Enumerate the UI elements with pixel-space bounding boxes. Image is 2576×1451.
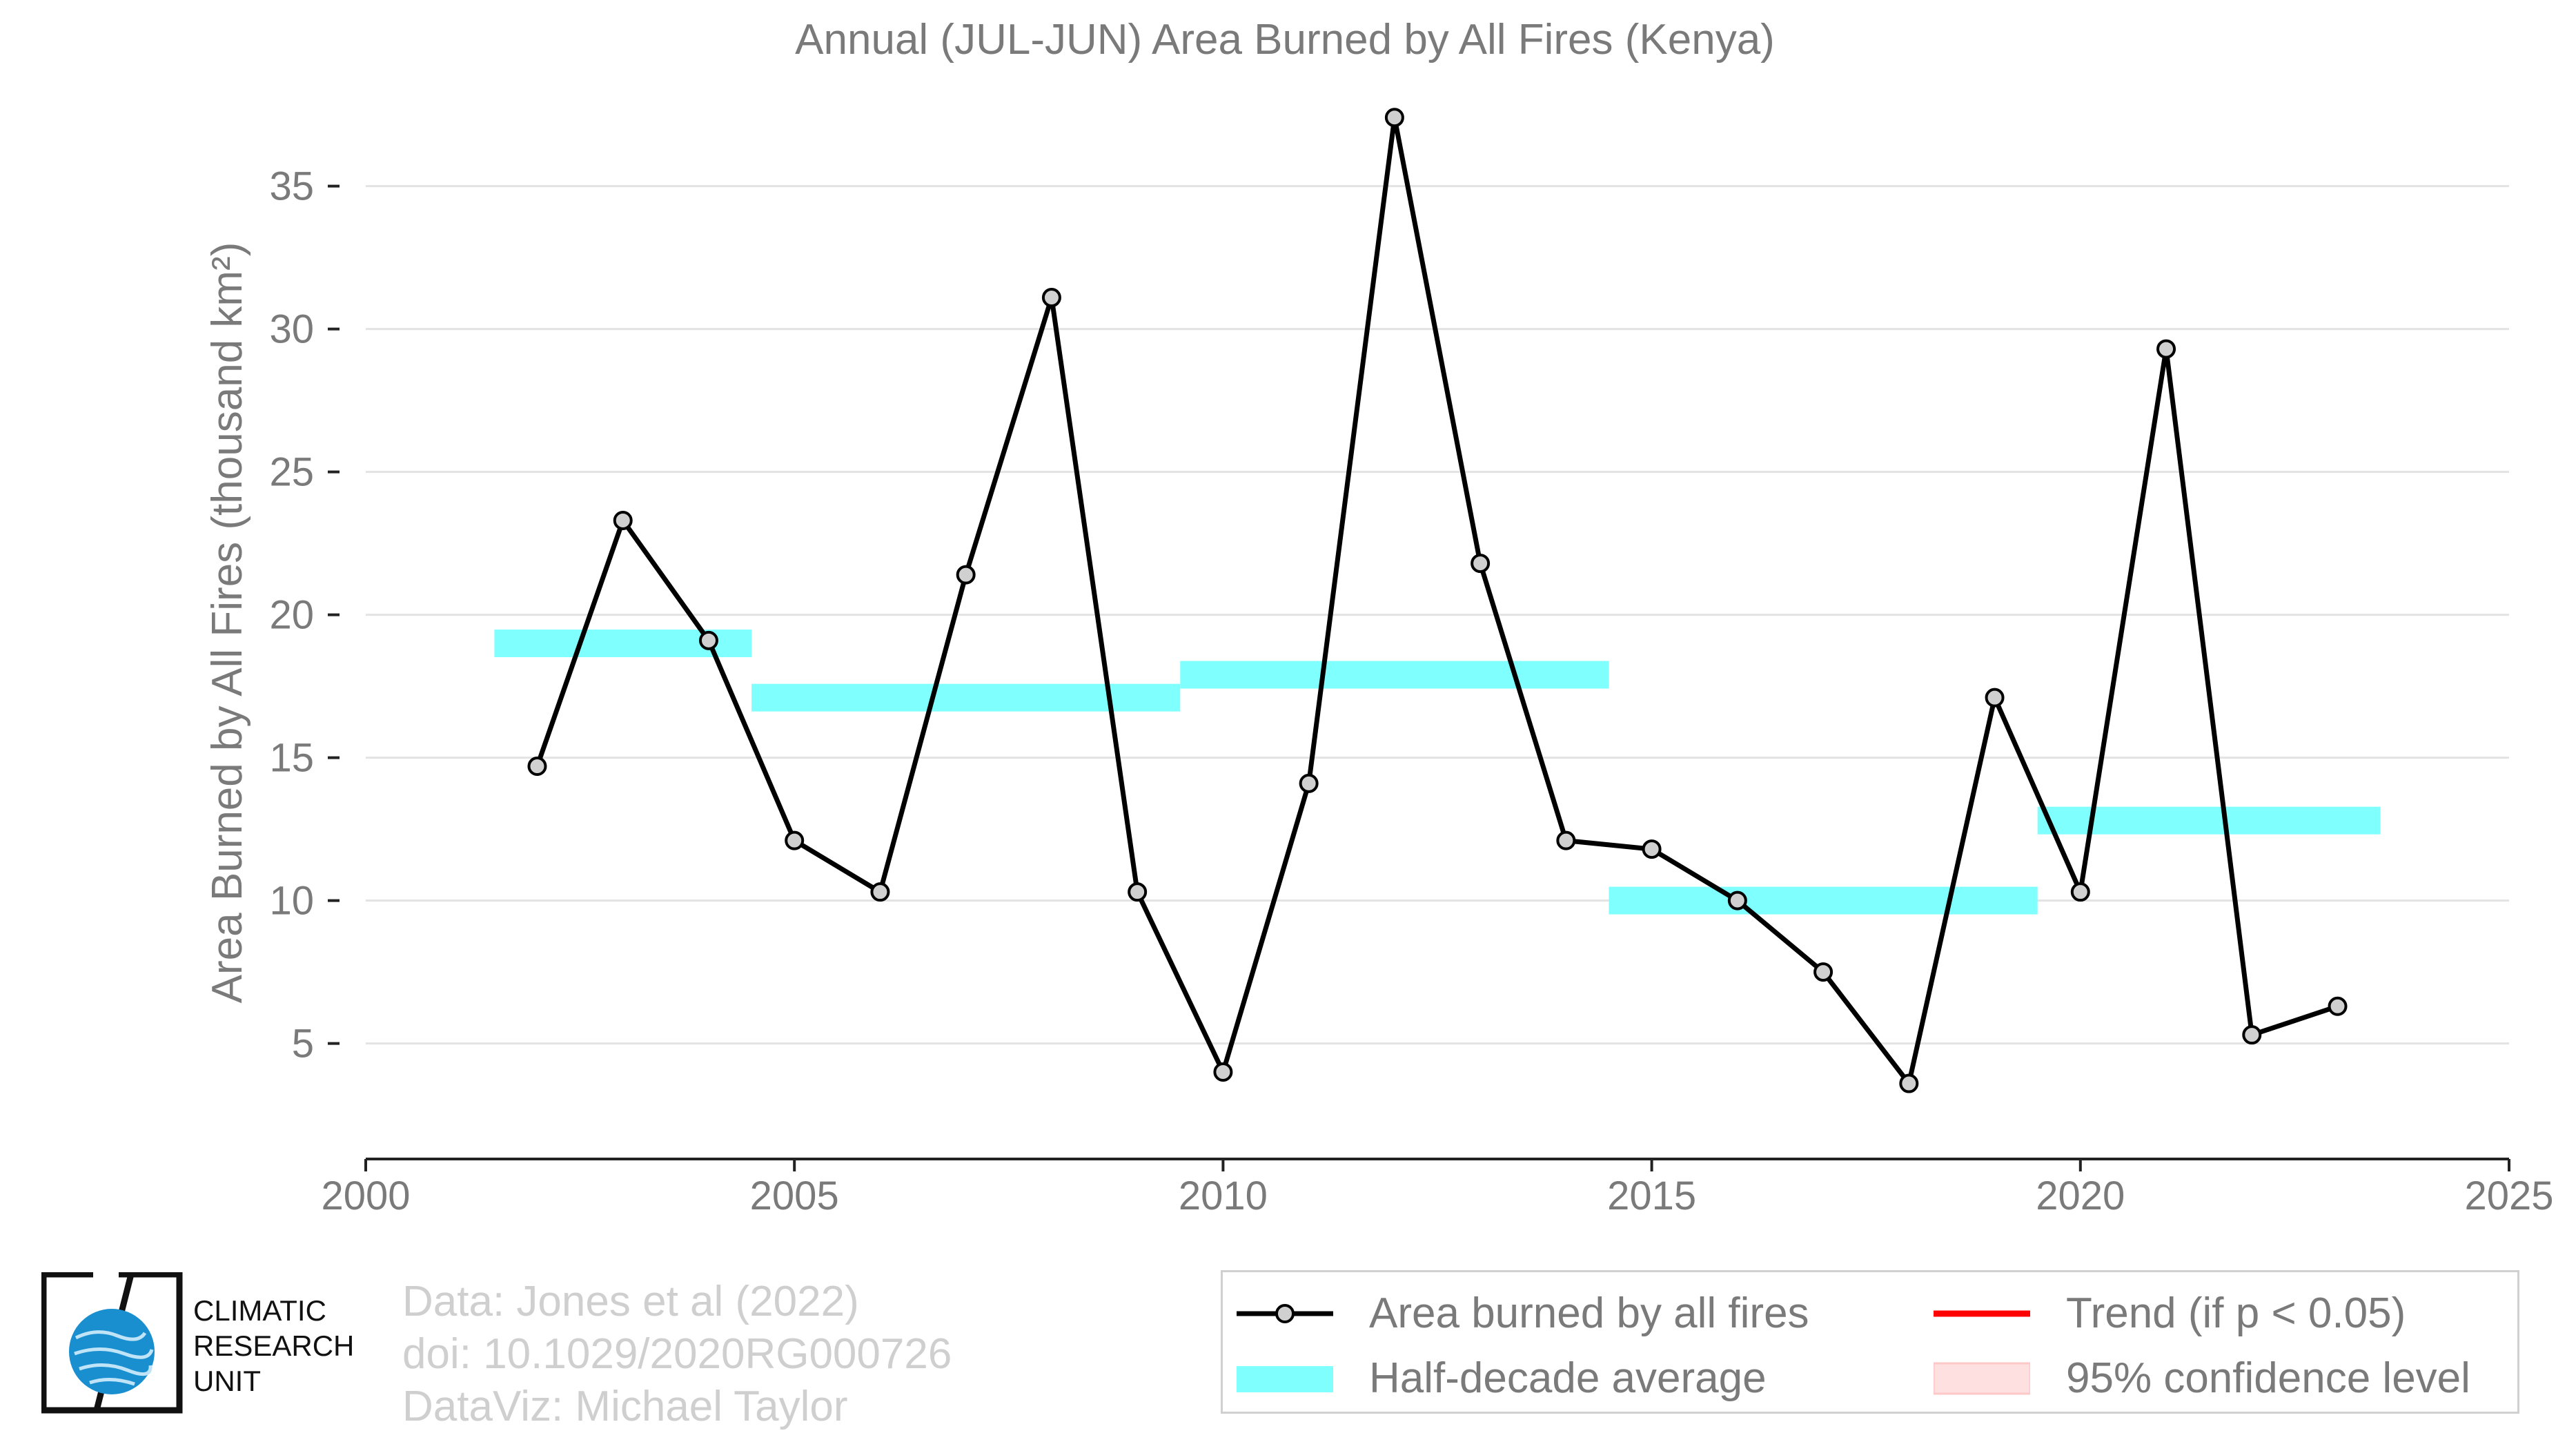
red-line-icon xyxy=(1934,1310,2030,1316)
cyan-band-icon xyxy=(1237,1365,1333,1392)
data-point-2016 xyxy=(1727,890,1747,910)
data-point-2023 xyxy=(2328,996,2348,1016)
x-tick-label: 2020 xyxy=(2036,1174,2125,1218)
credit-doi: doi: 10.1029/2020RG000726 xyxy=(402,1330,952,1378)
y-tick-label: 20 xyxy=(269,593,314,638)
data-credits: Data: Jones et al (2022) doi: 10.1029/20… xyxy=(402,1276,952,1433)
series-line xyxy=(535,115,2339,1087)
credit-data: Data: Jones et al (2022) xyxy=(402,1278,859,1325)
x-tick-label: 2010 xyxy=(1179,1174,1268,1218)
y-tick-label: 15 xyxy=(269,736,314,781)
data-point-2011 xyxy=(1299,773,1319,793)
x-tick-label: 2000 xyxy=(321,1174,410,1218)
data-point-2005 xyxy=(785,830,805,850)
data-point-2020 xyxy=(2070,882,2090,902)
data-point-2015 xyxy=(1642,839,1662,859)
data-point-2010 xyxy=(1213,1062,1233,1082)
half-decade-bar-3 xyxy=(1609,886,2038,915)
data-point-2003 xyxy=(613,510,633,530)
data-point-2007 xyxy=(956,565,976,585)
series-area-burned xyxy=(527,108,2348,1093)
legend: Area burned by all fires Trend (if p < 0… xyxy=(1221,1270,2519,1414)
half-decade-bar-2 xyxy=(1180,661,1609,689)
data-point-2021 xyxy=(2156,339,2176,359)
x-tick-label: 2005 xyxy=(750,1174,839,1218)
data-point-2018 xyxy=(1899,1073,1919,1093)
line-marker-icon xyxy=(1237,1303,1333,1323)
y-tick-label: 25 xyxy=(269,450,314,495)
cru-logo-text: CLIMATIC RESEARCH UNIT xyxy=(193,1293,354,1399)
grid xyxy=(366,185,2509,1045)
data-point-2022 xyxy=(2242,1025,2262,1045)
legend-item-half-decade: Half-decade average xyxy=(1237,1354,1767,1403)
data-point-2008 xyxy=(1041,288,1061,308)
legend-item-trend: Trend (if p < 0.05) xyxy=(1934,1289,2406,1338)
x-tick-label: 2025 xyxy=(2464,1174,2553,1218)
chart-title: Annual (JUL-JUN) Area Burned by All Fire… xyxy=(795,16,1775,64)
x-tick-label: 2015 xyxy=(1607,1174,1696,1218)
legend-label: Half-decade average xyxy=(1369,1354,1767,1402)
logo-line-2: RESEARCH xyxy=(193,1330,355,1362)
legend-label: 95% confidence level xyxy=(2066,1354,2470,1402)
y-tick-label: 10 xyxy=(269,879,314,924)
data-point-2014 xyxy=(1556,830,1576,850)
y-ticks: 5 10 15 20 25 30 35 xyxy=(269,164,340,1067)
x-ticks: 2000 2005 2010 2015 2020 2025 xyxy=(321,1159,2554,1218)
y-axis-label: Area Burned by All Fires (thousand km²) xyxy=(204,242,251,1004)
data-point-2013 xyxy=(1471,554,1491,574)
y-tick-label: 5 xyxy=(292,1022,314,1067)
cru-logo-icon xyxy=(41,1272,183,1414)
y-tick-label: 30 xyxy=(269,307,314,352)
data-point-2019 xyxy=(1985,688,2005,708)
data-point-2012 xyxy=(1384,108,1404,128)
data-point-2006 xyxy=(870,882,890,902)
logo-line-3: UNIT xyxy=(193,1365,261,1397)
data-point-2017 xyxy=(1813,962,1833,982)
logo-line-1: CLIMATIC xyxy=(193,1294,326,1327)
pink-patch-icon xyxy=(1934,1362,2030,1394)
credit-dataviz: DataViz: Michael Taylor xyxy=(402,1383,848,1430)
legend-label: Trend (if p < 0.05) xyxy=(2066,1289,2406,1337)
legend-label: Area burned by all fires xyxy=(1369,1289,1809,1337)
data-point-2002 xyxy=(527,757,547,777)
legend-item-area-burned: Area burned by all fires xyxy=(1237,1289,1809,1338)
half-decade-bar-1 xyxy=(751,683,1181,712)
y-tick-label: 35 xyxy=(269,164,314,209)
legend-item-confidence: 95% confidence level xyxy=(1934,1354,2470,1403)
data-point-2009 xyxy=(1128,882,1148,902)
data-point-2004 xyxy=(698,630,718,650)
